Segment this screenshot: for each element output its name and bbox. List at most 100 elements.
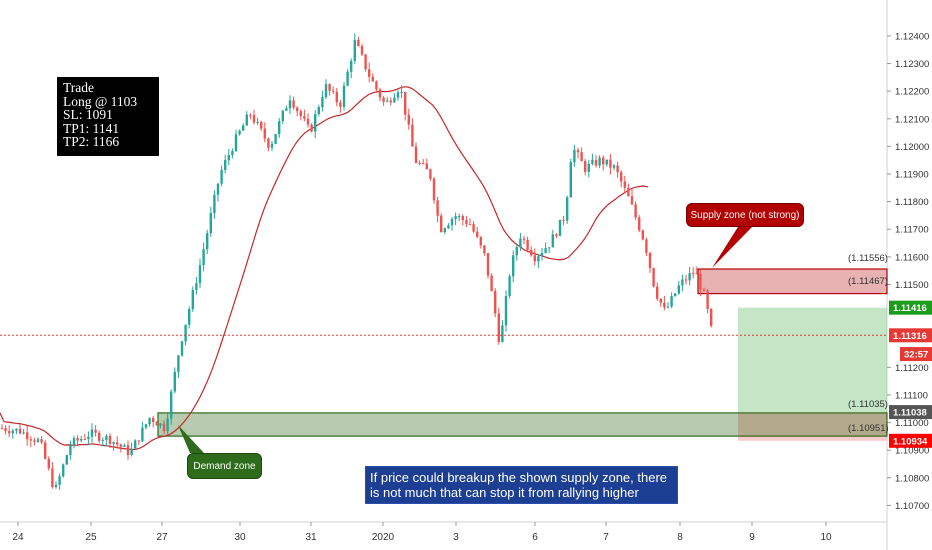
- candle-body: [353, 39, 356, 61]
- x-tick-label: 24: [12, 532, 24, 543]
- demand-callout-pointer: [178, 425, 204, 453]
- candle-body: [242, 125, 245, 131]
- candle-body: [378, 89, 382, 98]
- candle-body: [512, 255, 515, 277]
- candle-body: [11, 430, 14, 434]
- candle-body: [134, 440, 137, 449]
- supply-zone-callout: Supply zone (not strong): [686, 203, 804, 227]
- candle-body: [429, 169, 432, 179]
- candle-body: [414, 146, 418, 163]
- candle-body: [465, 220, 468, 225]
- candle-body: [36, 439, 40, 442]
- x-tick-label: 7: [603, 532, 609, 543]
- candle-body: [206, 233, 209, 250]
- candle-body: [393, 97, 396, 103]
- candle-body: [360, 46, 364, 55]
- x-tick-label: 9: [749, 532, 755, 543]
- candle-body: [180, 341, 184, 356]
- candle-body: [335, 91, 338, 103]
- candle-body: [54, 484, 58, 488]
- candle-body: [130, 448, 133, 455]
- candle-body: [310, 124, 313, 132]
- profit-target-area: [738, 307, 887, 413]
- candle-body: [692, 273, 695, 275]
- candle-body: [105, 435, 108, 440]
- candle-body: [159, 423, 162, 426]
- candle-body: [522, 238, 526, 240]
- candle-body: [440, 215, 443, 233]
- candle-body: [436, 200, 439, 216]
- candle-body: [234, 134, 238, 151]
- candle-body: [458, 216, 461, 218]
- x-tick-label: 31: [305, 532, 317, 543]
- candle-body: [411, 124, 414, 147]
- candle-body: [612, 165, 616, 168]
- x-tick-label: 25: [85, 532, 97, 543]
- supply-callout-pointer: [712, 227, 752, 268]
- y-tick-label: 1.11600: [895, 252, 929, 263]
- supply-zone-area: [697, 268, 888, 295]
- candle-body: [202, 249, 205, 266]
- candle-body: [652, 268, 655, 287]
- candle-body: [87, 436, 90, 440]
- y-tick-label: 1.11000: [895, 418, 929, 429]
- demand-zone-callout: Demand zone: [187, 453, 262, 479]
- candle-body: [638, 217, 641, 231]
- demand-zone-top-label: (1.11035): [848, 399, 888, 410]
- candle-body: [627, 187, 630, 197]
- demand-zone-area: [157, 412, 888, 437]
- candle-body: [8, 431, 11, 434]
- candle-body: [396, 92, 400, 98]
- candle-body: [152, 417, 155, 423]
- candle-body: [62, 464, 65, 477]
- x-tick-label: 10: [820, 532, 832, 543]
- candle-body: [238, 130, 241, 135]
- candle-body: [213, 194, 216, 214]
- candle-body: [573, 149, 576, 163]
- candle-body: [684, 279, 688, 281]
- candle-body: [44, 442, 47, 459]
- candle-body: [702, 289, 706, 291]
- y-tick-label: 1.10900: [895, 446, 929, 457]
- candle-body: [666, 306, 670, 308]
- x-tick-label: 3: [453, 532, 459, 543]
- candle-body: [162, 423, 166, 432]
- candle-body: [72, 438, 76, 446]
- candle-body: [519, 238, 522, 248]
- candle-body: [386, 100, 389, 102]
- x-tick-label: 6: [532, 532, 538, 543]
- candle-body: [177, 355, 180, 372]
- candle-body: [569, 162, 572, 198]
- supply-zone-top-label: (1.11556): [848, 253, 888, 264]
- y-tick-label: 1.12300: [895, 59, 929, 70]
- candle-body: [555, 234, 558, 236]
- candle-body: [191, 290, 194, 309]
- candle-body: [688, 273, 691, 281]
- candle-body: [83, 438, 86, 440]
- candle-body: [51, 468, 54, 488]
- candle-body: [677, 285, 680, 294]
- candle-body: [479, 236, 482, 246]
- candle-body: [33, 440, 36, 442]
- candle-body: [443, 228, 446, 233]
- candle-body: [663, 302, 666, 308]
- candle-body: [364, 54, 367, 70]
- price-tag-label: 1.10934: [893, 436, 928, 447]
- y-tick-label: 1.11200: [895, 363, 929, 374]
- candle-body: [407, 114, 410, 125]
- candle-body: [342, 85, 346, 107]
- price-tag-bg: [889, 300, 932, 315]
- y-tick-label: 1.11500: [895, 280, 929, 291]
- candle-body: [706, 290, 709, 309]
- x-tick-label: 8: [677, 532, 683, 543]
- y-tick-label: 1.12200: [895, 87, 929, 98]
- candle-body: [422, 163, 425, 165]
- candle-body: [227, 155, 230, 161]
- candle-body: [108, 435, 112, 444]
- candle-body: [530, 249, 533, 256]
- candle-body: [29, 439, 32, 441]
- candle-body: [382, 97, 385, 102]
- price-tag-bg: [889, 328, 932, 343]
- candle-body: [695, 273, 698, 275]
